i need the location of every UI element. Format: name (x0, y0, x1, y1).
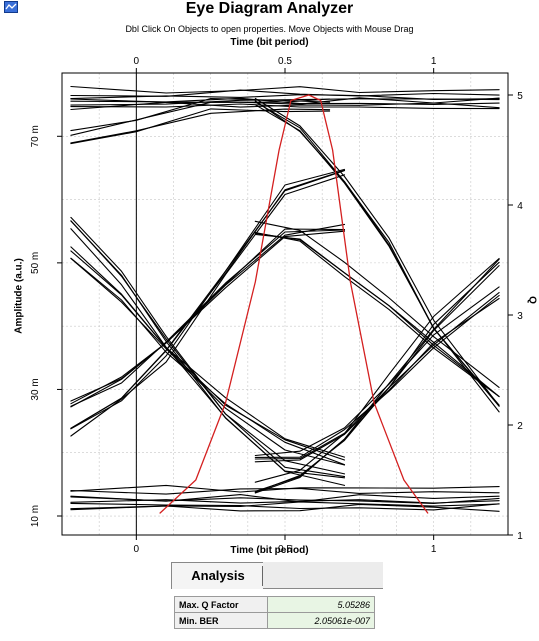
eye-trace (70, 108, 331, 145)
table-row: Min. BER 2.05061e-007 (174, 612, 375, 629)
eye-trace (70, 220, 346, 479)
usage-hint: Dbl Click On Objects to open properties.… (125, 24, 414, 34)
app-icon (4, 1, 18, 13)
eye-trace (70, 499, 500, 504)
eye-trace (70, 103, 500, 110)
x-axis-title-bottom: Time (bit period) (230, 545, 309, 556)
eye-trace (70, 228, 346, 408)
x-axis-title-top: Time (bit period) (230, 37, 309, 48)
eye-trace (70, 216, 346, 475)
x-tick-label-top: 0.5 (278, 56, 292, 67)
eye-trace (70, 246, 346, 458)
eye-trace (70, 484, 500, 493)
x-tick-label-bottom: 1 (431, 544, 437, 555)
eye-trace (70, 257, 346, 466)
y-tick-label: 70 m (30, 125, 41, 147)
eye-trace (254, 258, 500, 494)
eye-trace (70, 97, 500, 105)
y2-tick-label: 3 (517, 311, 523, 322)
axis-ticks (57, 68, 513, 540)
eye-trace (254, 232, 500, 398)
eye-trace (70, 85, 500, 94)
eye-trace (70, 250, 346, 461)
eye-trace (70, 228, 346, 486)
eye-trace (70, 174, 346, 437)
table-row: Max. Q Factor 5.05286 (174, 596, 375, 613)
eye-trace (70, 220, 346, 478)
min-ber-value: 2.05061e-007 (267, 612, 375, 629)
eye-trace (254, 261, 500, 492)
y-tick-label: 50 m (30, 252, 41, 274)
eye-trace (254, 257, 500, 483)
analysis-results-table: Max. Q Factor 5.05286 Min. BER 2.05061e-… (174, 596, 375, 629)
tab-strip (263, 562, 383, 589)
max-q-factor-label: Max. Q Factor (174, 596, 268, 613)
axis-tick-labels: 0 0 0.5 0.5 1 1 10 m 30 m 50 m 70 m 1 2 3 4 5 (30, 56, 523, 555)
eye-trace (254, 286, 500, 457)
eye-trace (254, 231, 500, 398)
y2-tick-label: 2 (517, 421, 523, 432)
eye-trace (70, 108, 331, 144)
eye-trace (254, 292, 500, 460)
x-tick-label-top: 1 (431, 56, 437, 67)
eye-trace (70, 502, 500, 511)
eye-trace (70, 230, 346, 405)
eye-trace (254, 220, 500, 388)
tab-analysis[interactable]: Analysis (171, 562, 265, 589)
eye-traces (70, 85, 500, 514)
eye-diagram-plot[interactable]: 0 0 0.5 0.5 1 1 10 m 30 m 50 m 70 m 1 2 3 4 5 (0, 0, 539, 560)
eye-trace (70, 98, 500, 106)
y2-tick-label: 5 (517, 91, 523, 102)
eye-trace (70, 257, 346, 466)
eye-trace (254, 104, 500, 413)
eye-trace (254, 97, 500, 407)
eye-trace (70, 98, 331, 136)
window-title: Eye Diagram Analyzer (185, 0, 354, 17)
eye-trace (70, 223, 346, 402)
eye-trace (254, 294, 500, 458)
min-ber-label: Min. BER (174, 612, 268, 629)
q-factor-curve (159, 94, 429, 514)
x-tick-label-bottom: 0 (134, 544, 140, 555)
y2-tick-label: 1 (517, 531, 523, 542)
eye-trace (70, 487, 500, 495)
y-tick-label: 10 m (30, 505, 41, 527)
eye-trace (254, 101, 500, 407)
y2-tick-label: 4 (517, 201, 523, 212)
eye-trace (254, 233, 500, 398)
eye-trace (254, 297, 500, 463)
eye-trace (70, 501, 500, 510)
x-tick-label-bottom: 0.5 (278, 544, 292, 555)
max-q-factor-value: 5.05286 (267, 596, 375, 613)
eye-trace (70, 229, 346, 407)
y-tick-label: 30 m (30, 378, 41, 400)
x-tick-label-top: 0 (134, 56, 140, 67)
